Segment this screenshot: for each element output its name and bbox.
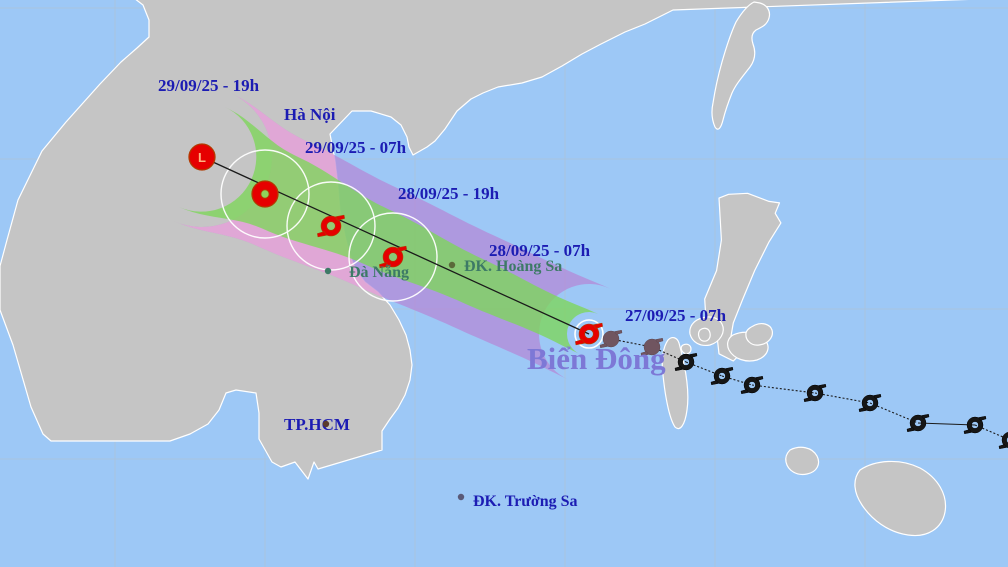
svg-text:Hà Nội: Hà Nội: [284, 105, 336, 124]
svg-text:L: L: [198, 150, 206, 165]
svg-text:ĐK. Hoàng Sa: ĐK. Hoàng Sa: [464, 258, 562, 275]
svg-text:29/09/25 - 19h: 29/09/25 - 19h: [158, 76, 260, 95]
svg-text:28/09/25 - 19h: 28/09/25 - 19h: [398, 184, 500, 203]
svg-text:ĐK. Trường Sa: ĐK. Trường Sa: [473, 493, 578, 510]
svg-text:TP.HCM: TP.HCM: [284, 415, 350, 434]
svg-text:Biển Đông: Biển Đông: [527, 341, 666, 376]
svg-text:27/09/25 - 07h: 27/09/25 - 07h: [625, 306, 727, 325]
svg-text:Đà Nẵng: Đà Nẵng: [349, 264, 409, 281]
svg-text:29/09/25 - 07h: 29/09/25 - 07h: [305, 138, 407, 157]
